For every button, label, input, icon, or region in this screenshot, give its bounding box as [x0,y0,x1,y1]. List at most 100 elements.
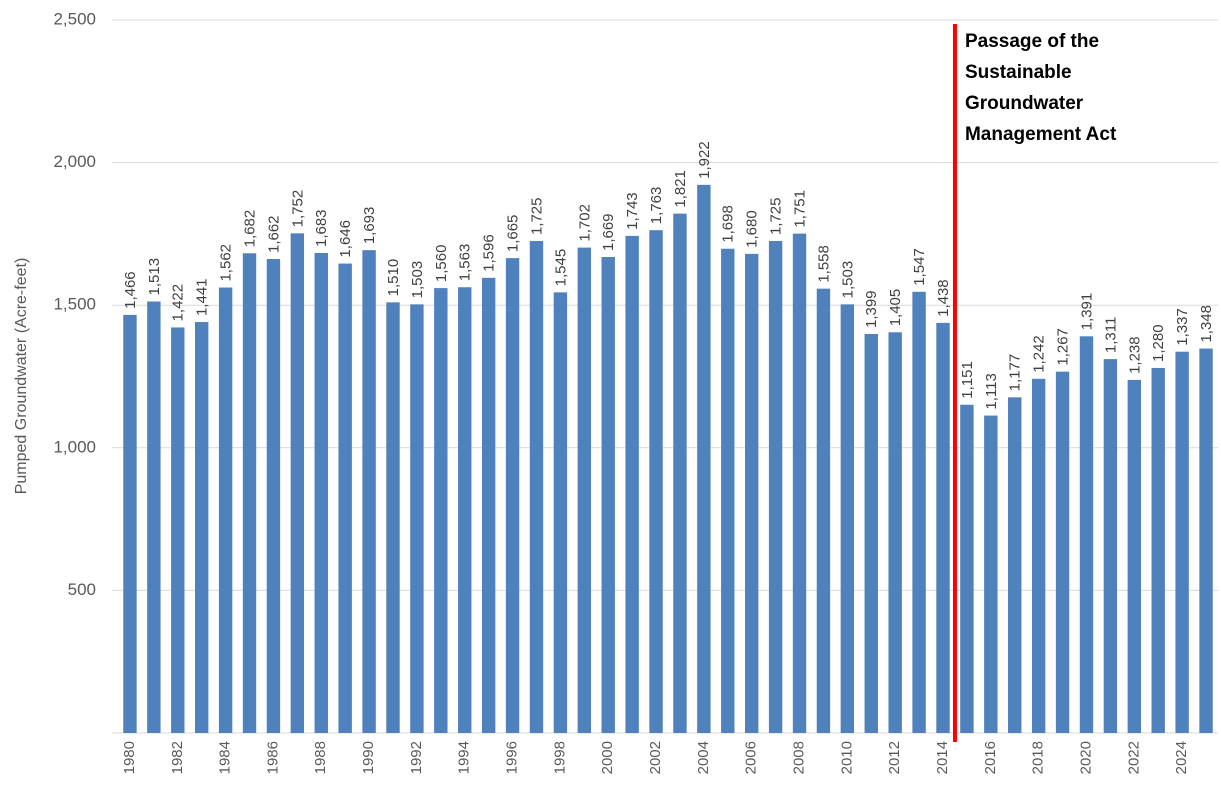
annotation-text: Management Act [965,124,1117,145]
x-tick-label: 1986 [264,741,281,774]
value-label: 1,682 [241,210,258,248]
value-label: 1,348 [1198,305,1215,343]
value-label: 1,177 [1007,354,1024,392]
value-label: 1,113 [983,373,1000,409]
value-label: 1,662 [265,215,282,253]
x-tick-label: 2006 [743,741,760,774]
bar [481,277,496,733]
y-tick-label: 1,000 [53,437,96,456]
value-label: 1,503 [409,261,426,299]
bar [529,241,544,733]
bar [171,327,185,733]
bar [697,184,711,734]
bar [195,322,209,733]
bar [768,241,783,733]
value-label: 1,280 [1150,324,1167,362]
value-label: 1,665 [505,215,522,253]
bar [338,263,352,733]
bar [601,257,615,733]
y-tick-label: 2,500 [53,9,96,28]
value-label: 1,267 [1055,328,1072,366]
value-label: 1,763 [648,187,665,225]
bar [816,288,831,733]
bar [745,253,759,733]
bar [936,322,950,733]
value-label: 1,725 [528,197,545,235]
bar [1103,359,1118,733]
x-tick-label: 2002 [647,741,664,774]
y-tick-label: 2,000 [53,152,96,171]
bar [960,404,974,733]
x-tick-label: 2018 [1030,741,1047,774]
bar [721,248,735,733]
x-tick-label: 2000 [599,741,616,774]
x-tick-label: 2012 [886,741,903,774]
bar [434,288,448,733]
x-tick-label: 2020 [1077,741,1094,774]
value-label: 1,405 [887,289,904,327]
bar [984,415,998,733]
value-label: 1,562 [218,244,235,282]
value-label: 1,702 [576,204,593,242]
value-label: 1,596 [481,234,498,272]
annotation-text: Sustainable [965,62,1072,83]
bar [266,258,281,733]
value-label: 1,646 [337,220,354,258]
x-tick-label: 1980 [121,741,138,774]
value-label: 1,821 [672,170,689,208]
value-label: 1,503 [839,261,856,299]
annotation-text: Passage of the [965,31,1099,52]
value-label: 1,693 [361,207,378,245]
bar [410,304,424,733]
bar [242,253,257,734]
value-label: 1,922 [696,141,713,179]
value-label: 1,669 [600,213,617,251]
value-label: 1,337 [1174,308,1191,346]
bar [1055,371,1070,733]
bar [888,332,902,733]
x-tick-label: 2010 [838,741,855,774]
value-label: 1,560 [433,245,450,283]
x-tick-label: 2014 [934,741,951,774]
value-label: 1,151 [959,361,976,399]
value-label: 1,438 [935,279,952,317]
bar [123,314,137,733]
bar [864,334,878,733]
bar [1199,348,1213,733]
bar [386,302,400,733]
x-tick-label: 1992 [408,741,425,774]
x-tick-label: 1982 [169,741,186,774]
value-label: 1,558 [815,245,832,283]
bar [1031,378,1046,733]
value-label: 1,545 [552,249,569,287]
value-label: 1,680 [744,210,761,248]
value-label: 1,441 [194,278,211,316]
value-label: 1,311 [1102,317,1119,353]
x-tick-label: 2022 [1125,741,1142,774]
bar [505,258,520,733]
x-tick-label: 2004 [695,741,712,774]
bar [840,304,855,733]
bar [1127,379,1141,733]
value-label: 1,725 [768,197,785,235]
value-label: 1,238 [1126,336,1143,374]
value-label: 1,698 [720,205,737,243]
value-label: 1,683 [313,209,330,247]
value-label: 1,399 [863,290,880,328]
x-tick-label: 1990 [360,741,377,774]
bar [147,301,161,733]
bar [673,213,687,733]
bar [649,230,663,734]
x-tick-label: 1998 [551,741,568,774]
bar [912,291,926,733]
value-label: 1,513 [146,258,163,296]
x-tick-label: 2024 [1173,741,1190,774]
bar [458,287,472,733]
bar [1151,367,1165,733]
x-tick-label: 1996 [504,741,521,774]
bar [792,233,807,733]
bar [577,247,591,733]
value-label: 1,563 [457,244,474,282]
value-label: 1,242 [1031,335,1048,373]
